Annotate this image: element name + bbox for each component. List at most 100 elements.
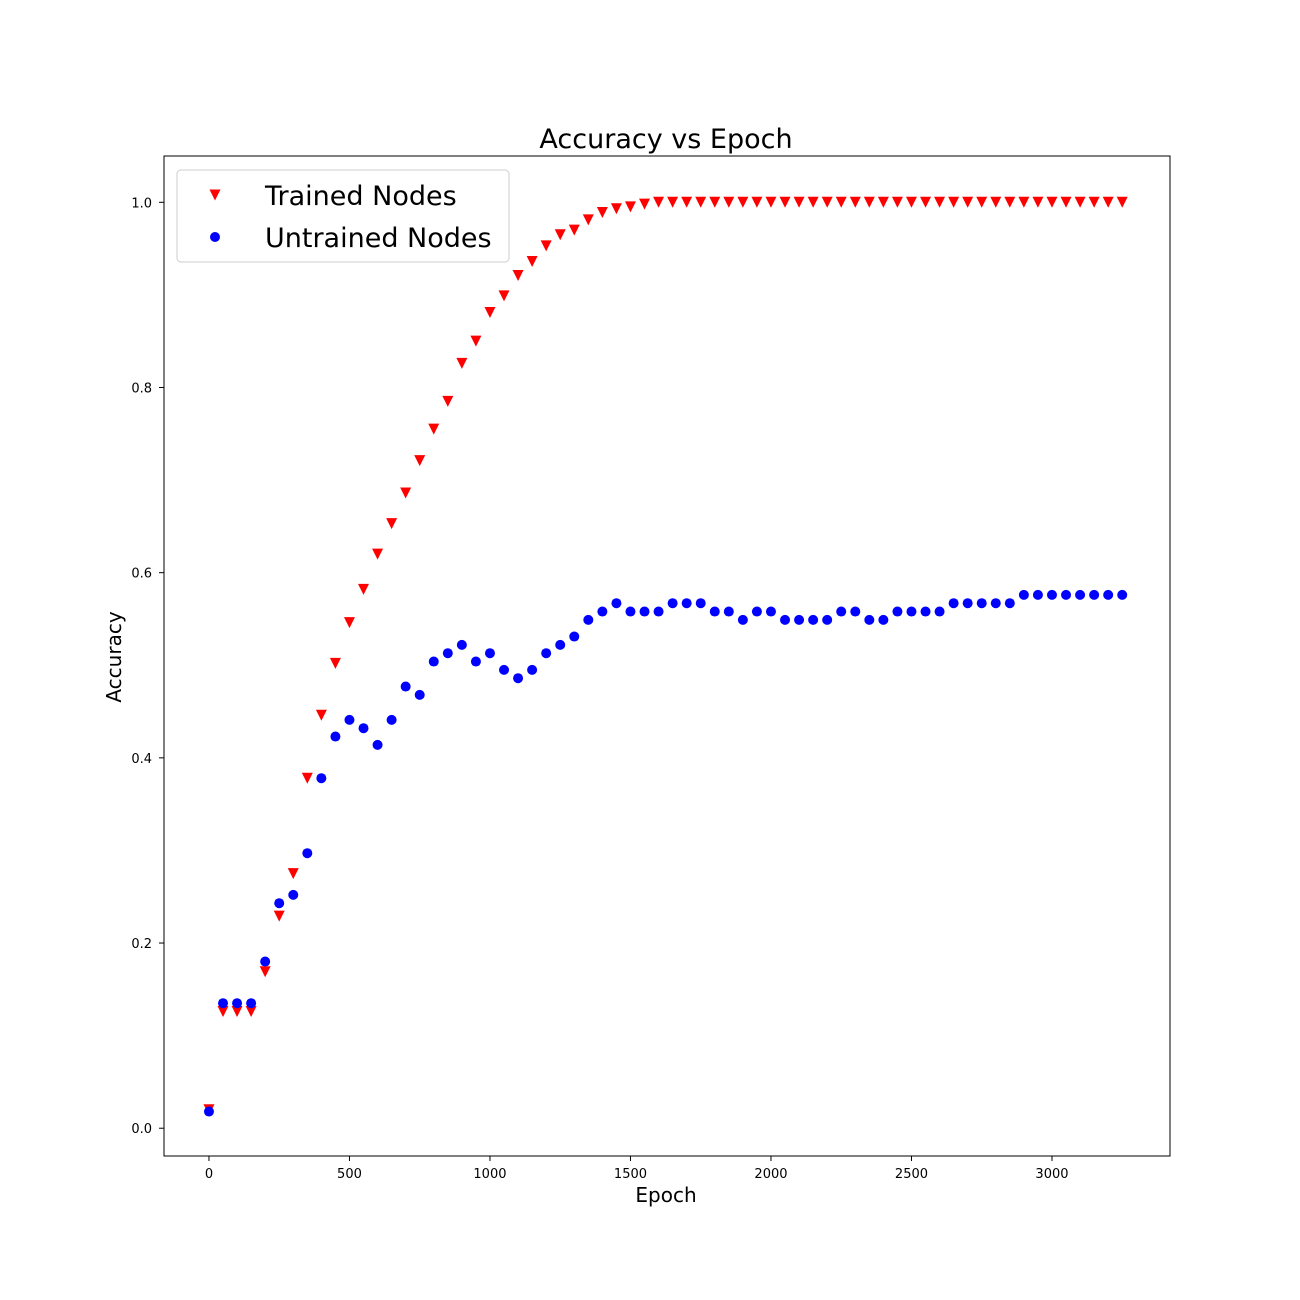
data-point: [976, 598, 987, 609]
data-point: [1046, 196, 1058, 208]
y-tick-label: 0.4: [131, 752, 152, 767]
data-point: [372, 548, 384, 560]
data-point: [920, 196, 932, 208]
data-point: [232, 998, 243, 1009]
data-point: [218, 998, 229, 1009]
data-point: [793, 196, 805, 208]
data-point: [344, 714, 355, 725]
data-point: [597, 606, 608, 617]
data-point: [456, 357, 468, 369]
data-point: [1032, 196, 1044, 208]
series-1: [203, 589, 1128, 1117]
x-tick-label: 2000: [754, 1167, 787, 1182]
data-point: [962, 196, 974, 208]
data-point: [540, 240, 552, 252]
data-point: [400, 487, 412, 499]
data-point: [667, 196, 679, 208]
data-point: [484, 648, 495, 659]
x-tick-label: 0: [205, 1167, 213, 1182]
data-point: [596, 206, 608, 218]
x-tick-label: 3000: [1035, 1167, 1068, 1182]
data-point: [1074, 196, 1086, 208]
data-point: [1018, 196, 1030, 208]
legend-marker: [210, 232, 220, 242]
data-point: [315, 709, 327, 721]
data-point: [864, 614, 875, 625]
data-point: [765, 606, 776, 617]
data-point: [1046, 589, 1057, 600]
data-point: [330, 731, 341, 742]
y-tick-label: 0.2: [131, 937, 152, 952]
data-point: [217, 1006, 229, 1018]
data-point: [1061, 589, 1072, 600]
data-point: [274, 898, 285, 909]
data-point: [934, 606, 945, 617]
data-point: [835, 196, 847, 208]
legend-box: [176, 169, 510, 263]
data-point: [611, 598, 622, 609]
data-point: [653, 606, 664, 617]
data-point: [948, 196, 960, 208]
data-point: [316, 773, 327, 784]
data-point: [962, 598, 973, 609]
data-point: [780, 614, 791, 625]
data-point: [653, 196, 665, 208]
data-point: [358, 583, 370, 595]
data-point: [583, 614, 594, 625]
data-point: [1075, 589, 1086, 600]
data-point: [1116, 196, 1128, 208]
data-point: [302, 848, 313, 859]
data-point: [990, 598, 1001, 609]
data-point: [709, 196, 721, 208]
data-point: [470, 656, 481, 667]
data-point: [569, 631, 580, 642]
data-point: [470, 335, 482, 347]
data-point: [920, 606, 931, 617]
data-point: [667, 598, 678, 609]
data-point: [358, 723, 369, 734]
data-point: [863, 196, 875, 208]
data-point: [499, 664, 510, 675]
data-point: [1004, 196, 1016, 208]
data-point: [905, 196, 917, 208]
data-point: [203, 1106, 214, 1117]
data-point: [1089, 589, 1100, 600]
data-point: [695, 196, 707, 208]
data-point: [484, 306, 496, 318]
data-point: [808, 614, 819, 625]
data-point: [850, 606, 861, 617]
data-point: [498, 290, 510, 302]
x-tick-label: 1500: [614, 1167, 647, 1182]
y-axis-title: Accuracy: [102, 611, 126, 702]
data-point: [287, 868, 299, 880]
data-point: [526, 256, 538, 268]
data-point: [541, 648, 552, 659]
data-point: [1088, 196, 1100, 208]
data-point: [681, 598, 692, 609]
data-point: [877, 196, 889, 208]
data-point: [1032, 589, 1043, 600]
data-point: [610, 203, 622, 215]
y-tick-label: 1.0: [131, 196, 152, 211]
data-point: [1102, 196, 1114, 208]
legend-marker: [209, 189, 221, 201]
data-point: [878, 614, 889, 625]
plot-area: 0 500 1000 1500 2000 2500 3000 0.0 0.2 0.4 0.6 0.8…: [131, 155, 1171, 1182]
data-point: [751, 606, 762, 617]
data-point: [582, 214, 594, 226]
data-point: [990, 196, 1002, 208]
data-point: [288, 889, 299, 900]
data-point: [329, 657, 341, 669]
data-point: [442, 395, 454, 407]
data-point: [948, 598, 959, 609]
data-point: [779, 196, 791, 208]
data-point: [906, 606, 917, 617]
data-point: [554, 229, 566, 241]
data-point: [1060, 196, 1072, 208]
x-tick-label: 2500: [895, 1167, 928, 1182]
data-point: [273, 910, 285, 922]
data-point: [737, 614, 748, 625]
data-point: [1117, 589, 1128, 600]
data-point: [723, 606, 734, 617]
